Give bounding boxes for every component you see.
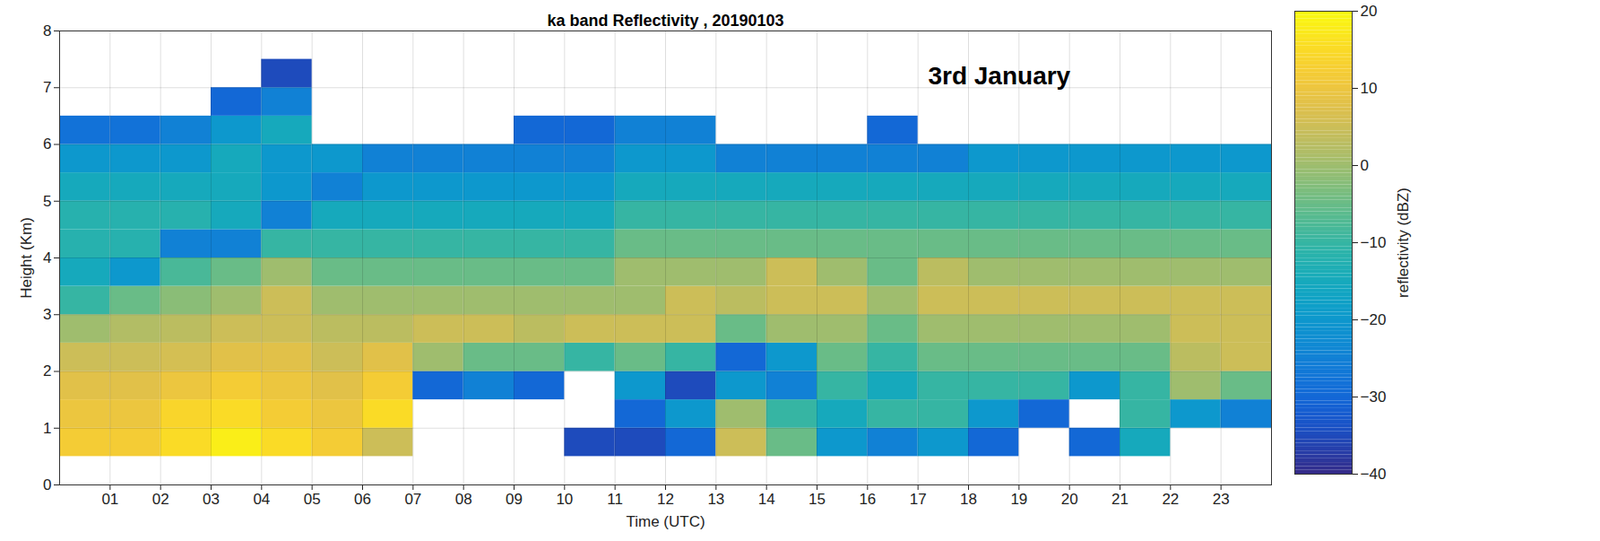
svg-text:06: 06 — [354, 490, 372, 508]
svg-text:04: 04 — [252, 490, 270, 508]
svg-text:15: 15 — [808, 490, 826, 508]
svg-text:6: 6 — [43, 135, 52, 153]
svg-text:10: 10 — [1360, 79, 1378, 97]
svg-text:14: 14 — [758, 490, 776, 508]
svg-text:Time (UTC): Time (UTC) — [625, 512, 705, 530]
svg-text:12: 12 — [657, 490, 675, 508]
svg-text:1: 1 — [43, 419, 52, 437]
svg-text:19: 19 — [1010, 490, 1028, 508]
svg-text:07: 07 — [404, 490, 422, 508]
svg-text:10: 10 — [555, 490, 573, 508]
svg-text:5: 5 — [43, 192, 52, 210]
svg-text:08: 08 — [455, 490, 473, 508]
svg-text:−30: −30 — [1360, 388, 1387, 406]
svg-text:ka band Reflectivity , 2019010: ka band Reflectivity , 20190103 — [546, 11, 784, 30]
svg-text:09: 09 — [505, 490, 523, 508]
svg-text:21: 21 — [1111, 490, 1129, 508]
svg-text:18: 18 — [960, 490, 978, 508]
svg-text:reflectivity (dBZ): reflectivity (dBZ) — [1394, 187, 1412, 298]
svg-text:0: 0 — [1360, 156, 1369, 174]
svg-text:7: 7 — [43, 78, 52, 96]
svg-text:−20: −20 — [1360, 311, 1387, 329]
svg-text:16: 16 — [858, 490, 876, 508]
svg-text:Height (Km): Height (Km) — [17, 216, 35, 299]
svg-text:01: 01 — [101, 490, 119, 508]
svg-text:8: 8 — [43, 22, 52, 40]
svg-text:17: 17 — [909, 490, 927, 508]
svg-text:05: 05 — [303, 490, 321, 508]
svg-text:20: 20 — [1360, 2, 1378, 20]
svg-text:11: 11 — [606, 490, 623, 508]
svg-text:0: 0 — [43, 475, 52, 493]
svg-text:3: 3 — [43, 305, 52, 323]
svg-text:20: 20 — [1061, 490, 1079, 508]
svg-text:03: 03 — [202, 490, 220, 508]
svg-text:22: 22 — [1161, 490, 1179, 508]
svg-text:3rd January: 3rd January — [927, 61, 1071, 90]
svg-text:−40: −40 — [1360, 465, 1387, 483]
svg-text:2: 2 — [43, 362, 52, 380]
svg-text:02: 02 — [152, 490, 170, 508]
svg-text:13: 13 — [707, 490, 725, 508]
svg-text:4: 4 — [43, 249, 52, 267]
svg-text:23: 23 — [1212, 490, 1230, 508]
svg-text:−10: −10 — [1360, 233, 1387, 251]
